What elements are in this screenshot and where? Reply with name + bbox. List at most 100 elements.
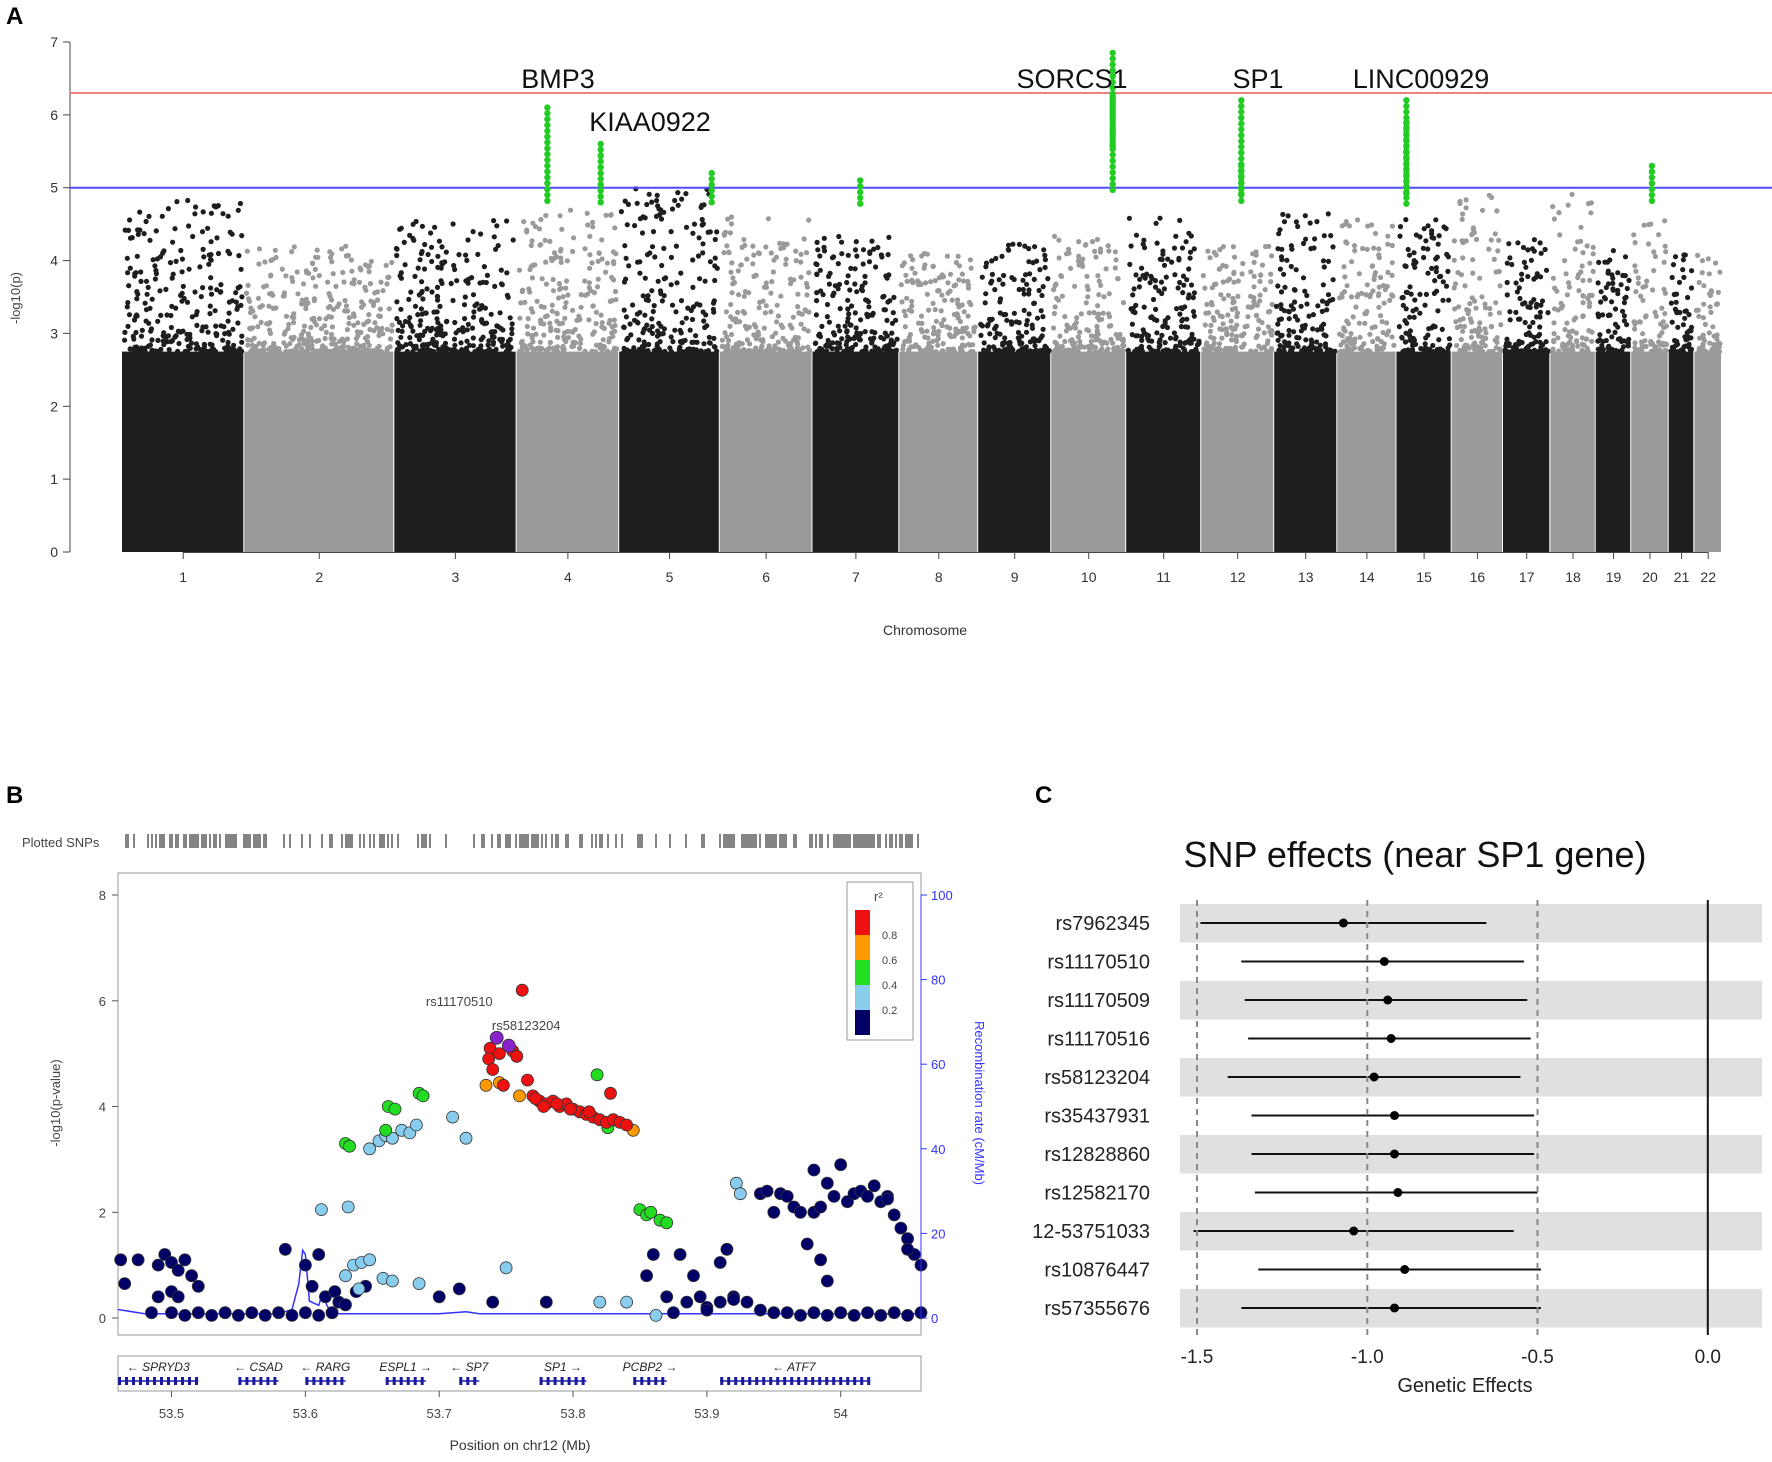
snp-point: [1632, 326, 1638, 332]
snp-point: [463, 252, 469, 258]
snp-point: [1153, 220, 1159, 226]
snp-point: [1378, 313, 1384, 319]
snp-point: [815, 247, 821, 253]
gene-exon: [546, 1377, 550, 1385]
snp-point: [1632, 240, 1638, 246]
snp-point: [1176, 255, 1182, 261]
snp-point: [1310, 326, 1316, 332]
y-tick-label-6: 6: [99, 994, 106, 1009]
snp-point: [744, 337, 751, 343]
recombination-rate-line: [117, 1248, 921, 1315]
snp-point: [169, 275, 175, 281]
snp-point: [124, 255, 130, 261]
snp-point: [563, 300, 569, 306]
snp-point: [637, 270, 643, 276]
snp-point: [1651, 349, 1657, 355]
snp-point: [186, 223, 192, 229]
snp-point: [1147, 280, 1153, 286]
snp-point: [419, 311, 425, 317]
snp-point: [1275, 321, 1281, 327]
chromosome-band-8: [899, 351, 978, 552]
snp-point: [869, 348, 875, 354]
snp-point: [1332, 348, 1338, 354]
snp-point: [1023, 322, 1030, 328]
snp-point: [474, 301, 480, 307]
regional-snp-point: [409, 1118, 423, 1132]
snp-point: [1068, 265, 1074, 271]
snp-point: [518, 300, 524, 306]
chromosome-band-20: [1631, 351, 1668, 552]
snp-point: [333, 341, 339, 347]
snp-point: [679, 320, 685, 326]
snp-point: [1377, 345, 1384, 351]
snp-point: [1097, 348, 1103, 354]
snp-point: [1024, 317, 1030, 324]
snp-point: [957, 318, 964, 325]
regional-snp-point: [245, 1306, 259, 1320]
snp-point: [957, 345, 964, 351]
snp-point: [909, 265, 915, 271]
snp-point: [1555, 335, 1561, 341]
snp-point: [844, 279, 850, 286]
snp-point: [639, 230, 646, 236]
snp-point: [1315, 327, 1321, 333]
snp-point: [1230, 244, 1236, 250]
snp-point: [422, 241, 428, 248]
snp-point: [334, 304, 340, 310]
snp-point: [553, 327, 559, 333]
snp-point: [1015, 329, 1022, 336]
snp-point: [625, 201, 632, 207]
snp-point: [1338, 342, 1344, 348]
snp-point: [795, 335, 802, 341]
snp-point: [494, 223, 500, 229]
snp-point: [1507, 317, 1513, 323]
snp-point: [235, 320, 241, 326]
snp-point: [902, 324, 908, 330]
snp-point: [192, 211, 198, 217]
regional-snp-point: [680, 1295, 694, 1309]
snp-point: [596, 250, 602, 256]
snp-point: [1208, 322, 1214, 328]
snp-point: [1231, 299, 1237, 305]
snp-point: [1184, 316, 1190, 322]
snp-point: [366, 263, 372, 269]
x-tick-label-53.9: 53.9: [694, 1406, 719, 1421]
gene-exon: [553, 1377, 557, 1385]
snp-point: [376, 333, 382, 339]
snp-point: [1325, 348, 1332, 355]
snp-point: [1640, 297, 1646, 303]
snp-point: [478, 337, 484, 343]
regional-snp-point: [499, 1261, 513, 1275]
snp-point: [1141, 304, 1147, 310]
gene-exon: [259, 1377, 263, 1385]
snp-point: [295, 291, 301, 297]
snp-point: [965, 285, 972, 291]
significant-snp-point: [544, 145, 551, 152]
snp-point: [1106, 311, 1112, 317]
snp-point: [1357, 334, 1363, 340]
snp-point: [1429, 231, 1435, 237]
snp-point: [418, 250, 424, 257]
snp-point: [634, 319, 640, 325]
snp-point: [845, 297, 851, 303]
snp-point: [1674, 338, 1680, 344]
snp-point: [1433, 217, 1439, 223]
snp-point: [763, 244, 769, 250]
gene-exon: [266, 1377, 270, 1385]
snp-point: [1363, 292, 1369, 298]
x-tick-label: -1.0: [1351, 1347, 1384, 1368]
snp-point: [1489, 324, 1495, 330]
snp-point: [1178, 324, 1184, 330]
snp-point: [1034, 258, 1040, 264]
regional-snp-point: [693, 1290, 707, 1304]
regional-snp-point: [673, 1248, 687, 1261]
snp-point: [170, 271, 176, 277]
snp-point: [1187, 249, 1194, 255]
snp-point: [863, 348, 869, 354]
snp-point: [1051, 310, 1057, 317]
snp-point: [154, 256, 160, 262]
significant-snp-point: [1109, 55, 1116, 62]
y-tick-label-6: 6: [50, 107, 58, 123]
snp-point: [621, 279, 628, 285]
snp-point: [1504, 292, 1510, 298]
